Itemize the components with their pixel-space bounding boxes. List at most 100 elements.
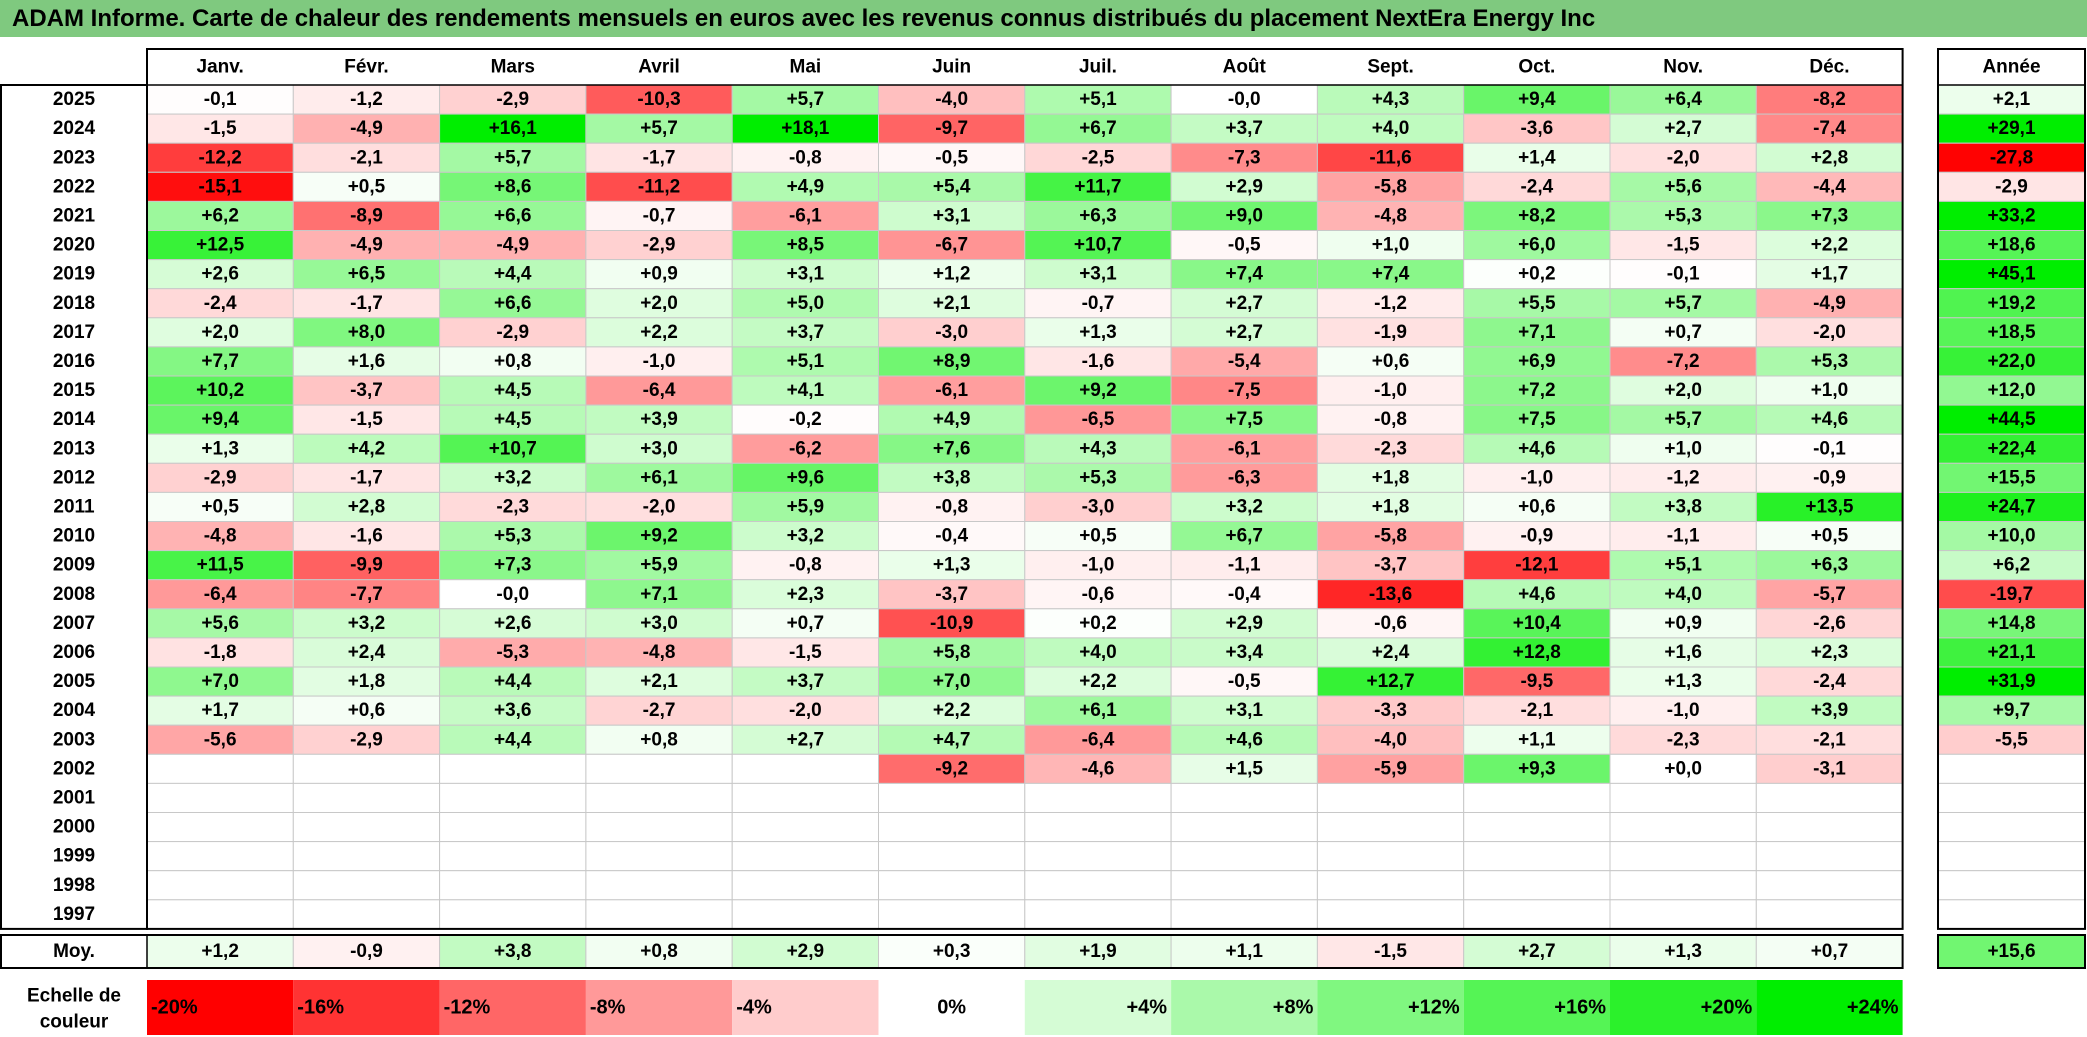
- cell-value: -2,3: [1374, 438, 1407, 459]
- cell-value: +2,6: [494, 613, 532, 634]
- cell-value: +2,4: [348, 642, 386, 663]
- heatmap-cell: [1463, 142, 1611, 173]
- heatmap-cell: [1024, 899, 1172, 930]
- cell-value: -6,2: [789, 438, 822, 459]
- cell-value: -9,2: [935, 758, 968, 779]
- scale-swatch: [147, 980, 294, 1035]
- cell-value: -3,6: [1520, 118, 1553, 139]
- cell-value: -2,9: [204, 467, 237, 488]
- heatmap-cell: [1316, 491, 1465, 522]
- heatmap-cell: [585, 782, 733, 814]
- year-label: 2025: [53, 89, 96, 110]
- cell-value: -2,1: [1520, 700, 1553, 721]
- heatmap-cell: [1170, 753, 1318, 784]
- cell-value: +1,8: [348, 671, 386, 692]
- cell-value: -4,4: [1813, 176, 1846, 197]
- month-header: Juil.: [1079, 57, 1117, 78]
- cell-value: -0,4: [935, 526, 968, 547]
- cell-value: -1,6: [1082, 351, 1115, 372]
- year-label: 2016: [53, 351, 95, 372]
- heatmap-cell: [878, 579, 1026, 610]
- cell-value: -0,9: [1813, 467, 1846, 488]
- annual-value: -19,7: [1990, 584, 2033, 605]
- cell-value: -1,1: [1228, 555, 1261, 576]
- cell-value: +2,7: [1664, 118, 1702, 139]
- cell-value: +0,5: [348, 176, 386, 197]
- heatmap-cell: [878, 695, 1026, 726]
- cell-value: +6,2: [201, 205, 239, 226]
- heatmap-cell: [1024, 841, 1172, 872]
- annual-cell: [1937, 113, 2086, 144]
- cell-value: +2,7: [1225, 293, 1263, 314]
- heatmap-cell: [1609, 695, 1757, 726]
- heatmap-cell: [1609, 288, 1757, 319]
- scale-swatch: [439, 980, 586, 1035]
- heatmap-cell: [1755, 346, 1904, 377]
- cell-value: -1,0: [1082, 555, 1115, 576]
- heatmap-cell: [1316, 841, 1465, 872]
- heatmap-cell: [1316, 142, 1465, 173]
- cell-value: +1,0: [1811, 380, 1849, 401]
- heatmap-cell: [439, 870, 587, 901]
- cell-value: +4,5: [494, 409, 532, 430]
- heatmap-cell: [146, 666, 294, 697]
- year-label: 2024: [53, 118, 96, 139]
- heatmap-cell: [146, 782, 294, 814]
- cell-value: +5,4: [933, 176, 971, 197]
- heatmap-cell: [1170, 462, 1318, 493]
- cell-value: +5,3: [494, 526, 532, 547]
- heatmap-cell: [146, 812, 294, 843]
- heatmap-cell: [731, 724, 880, 755]
- heatmap-cell: [878, 724, 1026, 755]
- cell-value: +1,4: [1518, 147, 1556, 168]
- month-header: Déc.: [1809, 57, 1849, 78]
- cell-value: -7,2: [1667, 351, 1700, 372]
- cell-value: +7,3: [1811, 205, 1849, 226]
- heatmap-cell: [731, 870, 880, 901]
- cell-value: +4,4: [494, 729, 532, 750]
- heatmap-cell: [1463, 724, 1611, 755]
- scale-label: couleur: [40, 1012, 109, 1033]
- heatmap-cell: [1755, 550, 1904, 581]
- heatmap-cell: [1170, 491, 1318, 522]
- month-header: Juin: [932, 57, 971, 78]
- cell-value: +0,5: [1811, 526, 1849, 547]
- average-value: +2,9: [787, 941, 825, 962]
- cell-value: +6,7: [1079, 118, 1117, 139]
- cell-value: +2,8: [348, 496, 386, 517]
- cell-value: -10,9: [930, 613, 973, 634]
- cell-value: +0,0: [1664, 758, 1702, 779]
- average-value: +0,8: [640, 941, 678, 962]
- average-cell: [146, 934, 294, 969]
- cell-value: +3,6: [494, 700, 532, 721]
- cell-value: +9,4: [201, 409, 239, 430]
- cell-value: -2,4: [1813, 671, 1846, 692]
- heatmap-cell: [439, 782, 587, 814]
- heatmap-cell: [1316, 666, 1465, 697]
- heatmap-cell: [731, 84, 880, 115]
- cell-value: -2,0: [1667, 147, 1700, 168]
- heatmap-cell: [878, 782, 1026, 814]
- cell-value: +8,9: [933, 351, 971, 372]
- cell-value: +7,0: [933, 671, 971, 692]
- cell-value: +2,2: [1079, 671, 1117, 692]
- heatmap-cell: [1755, 782, 1904, 814]
- cell-value: +1,8: [1372, 467, 1410, 488]
- annual-value: +21,1: [1987, 642, 2036, 663]
- heatmap-cell: [1755, 899, 1904, 930]
- year-label: 1997: [53, 904, 95, 925]
- cell-value: +3,2: [348, 613, 386, 634]
- cell-value: -1,0: [643, 351, 676, 372]
- cell-value: -1,5: [789, 642, 822, 663]
- cell-value: +1,5: [1225, 758, 1263, 779]
- cell-value: -2,7: [643, 700, 676, 721]
- heatmap-cell: [1609, 870, 1757, 901]
- cell-value: +2,4: [1372, 642, 1410, 663]
- heatmap-cell: [1024, 870, 1172, 901]
- cell-value: -2,9: [643, 235, 676, 256]
- month-header: Mai: [790, 57, 822, 78]
- cell-value: +2,9: [1225, 176, 1263, 197]
- year-label: 2020: [53, 235, 95, 256]
- cell-value: -4,8: [204, 526, 237, 547]
